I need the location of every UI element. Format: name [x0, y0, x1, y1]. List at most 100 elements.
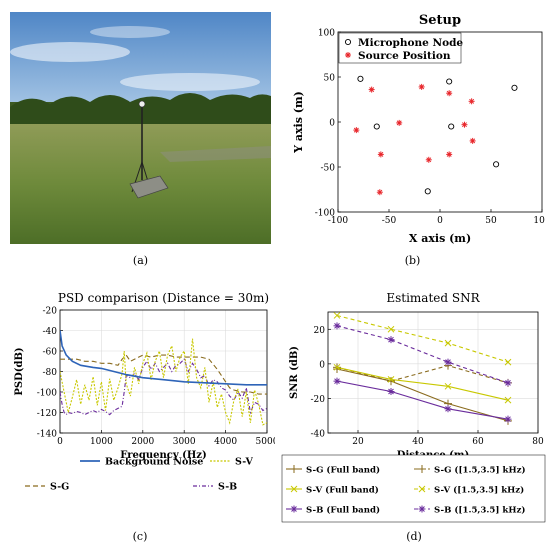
- data-point-s-b-1-5-3-5-khz: [387, 336, 395, 344]
- legend-box: [281, 454, 546, 523]
- x-tick-label: 80: [532, 437, 544, 447]
- series-line-s-g-1-5-3-5-khz: [336, 365, 509, 384]
- legend-label: S-V (Full band): [306, 485, 379, 496]
- x-tick-label: 100: [533, 216, 545, 226]
- chart-title: Estimated SNR: [386, 291, 480, 305]
- x-tick-label: 1000: [90, 437, 113, 447]
- y-axis-label: SNR (dB): [289, 346, 300, 399]
- legend-marker: [418, 485, 426, 493]
- microphone-node-point: [446, 78, 453, 85]
- source-position-point: [446, 90, 453, 97]
- series-line-s-b-1-5-3-5-khz: [336, 325, 509, 384]
- x-tick-label: 2000: [131, 437, 154, 447]
- data-point-s-v-1-5-3-5-khz: [333, 312, 341, 319]
- x-tick-label: 3000: [173, 437, 196, 447]
- data-point-s-b-1-5-3-5-khz: [444, 358, 452, 366]
- series-line-s-g-full-band: [336, 368, 509, 422]
- legend-marker: [290, 505, 298, 513]
- field-photo-icon: [10, 12, 271, 244]
- source-position-point: [418, 83, 425, 90]
- y-tick-label: 100: [318, 29, 335, 39]
- data-point-s-v-full-band: [504, 396, 512, 404]
- legend: S-G (Full band) S-G ([1.5,3.5] kHz) S-V (F…: [281, 454, 546, 523]
- x-tick-label: 0: [57, 437, 63, 447]
- source-position-point: [468, 98, 475, 105]
- legend-marker: [418, 505, 426, 513]
- series-microphone-node: [357, 75, 518, 195]
- series-line-s-b: [60, 358, 267, 416]
- plot-frame: [327, 311, 539, 434]
- psd-chart: 0 1000 2000 3000 4000 5000 -20 -40 -60 -80 -100 -12…: [14, 291, 279, 493]
- y-tick-label: -100: [315, 209, 335, 219]
- microphone-node-point: [511, 84, 518, 91]
- data-point-s-b-1-5-3-5-khz: [504, 379, 512, 387]
- x-axis-label: X axis (m): [409, 232, 471, 245]
- x-tick-label: -100: [328, 216, 348, 226]
- data-point-s-v-1-5-3-5-khz: [504, 358, 512, 366]
- source-position-point: [396, 119, 403, 126]
- x-tick-label: 4000: [214, 437, 237, 447]
- caption-c: (c): [132, 530, 148, 543]
- y-tick-label: -20: [43, 307, 58, 317]
- y-tick-label: -50: [321, 164, 336, 174]
- y-tick-label: 0: [319, 360, 325, 370]
- series-line-background-noise: [60, 330, 267, 386]
- setup-chart: -100 -50 0 50 100 -100 -50 0 50 100 Setup X axis (m…: [292, 13, 550, 245]
- microphone-node-point: [357, 75, 364, 82]
- legend-label: S-G ([1.5,3.5] kHz): [434, 465, 526, 476]
- legend-label: S-G (Full band): [306, 465, 380, 476]
- chart-title: PSD comparison (Distance = 30m): [58, 291, 269, 305]
- series-line-s-v-full-band: [336, 366, 509, 401]
- source-position-point: [461, 121, 468, 128]
- data-point-s-b-full-band: [444, 405, 452, 413]
- source-position-point: [376, 189, 383, 196]
- legend-box: [338, 32, 462, 64]
- microphone-node-point: [493, 161, 500, 168]
- legend-label: S-B ([1.5,3.5] kHz): [434, 505, 525, 516]
- caption-d: (d): [406, 530, 422, 543]
- legend-marker: [290, 485, 298, 493]
- source-position-point: [368, 86, 375, 93]
- y-tick-label: -100: [37, 389, 57, 399]
- data-point-s-v-full-band: [444, 382, 452, 390]
- x-tick-label: -50: [382, 216, 397, 226]
- x-tick-label: 20: [352, 437, 364, 447]
- field-photo: [10, 12, 271, 244]
- legend-label: S-B (Full band): [306, 505, 380, 516]
- series-line-s-v-1-5-3-5-khz: [336, 314, 509, 363]
- y-tick-label: -80: [43, 368, 58, 378]
- x-axis-label: Frequency (Hz): [120, 450, 206, 461]
- caption-a: (a): [132, 254, 149, 267]
- data-point-s-b-full-band: [504, 415, 512, 423]
- legend-label: S-G: [50, 482, 69, 493]
- legend-label: S-B: [218, 482, 237, 493]
- y-tick-label: -120: [37, 409, 57, 419]
- data-point-s-g-1-5-3-5-khz: [387, 377, 395, 386]
- chart-title: Setup: [419, 13, 461, 28]
- y-axis-label: Y axis (m): [292, 91, 305, 154]
- microphone-node-point: [424, 188, 431, 195]
- x-tick-label: 50: [485, 216, 497, 226]
- legend-label: Source Position: [358, 50, 451, 62]
- legend-label: Background Noise: [105, 457, 203, 468]
- x-tick-label: 40: [412, 437, 424, 447]
- y-tick-label: -40: [311, 430, 326, 440]
- source-position-point: [446, 151, 453, 158]
- y-tick-label: -40: [43, 327, 58, 337]
- data-point-s-b-full-band: [333, 377, 341, 385]
- y-tick-label: 50: [324, 74, 336, 84]
- data-point-s-b-full-band: [387, 388, 395, 396]
- series-line-s-g: [60, 354, 267, 395]
- y-tick-label: 0: [329, 119, 335, 129]
- source-position-point: [469, 137, 476, 144]
- y-tick-label: -140: [37, 430, 57, 440]
- data-point-s-v-1-5-3-5-khz: [387, 325, 395, 333]
- source-position-point: [353, 127, 360, 134]
- x-tick-label: 0: [437, 216, 443, 226]
- legend-marker: [344, 38, 352, 46]
- legend-marker: [345, 52, 351, 58]
- legend-label: S-V ([1.5,3.5] kHz): [434, 485, 524, 496]
- y-tick-label: 20: [314, 326, 326, 336]
